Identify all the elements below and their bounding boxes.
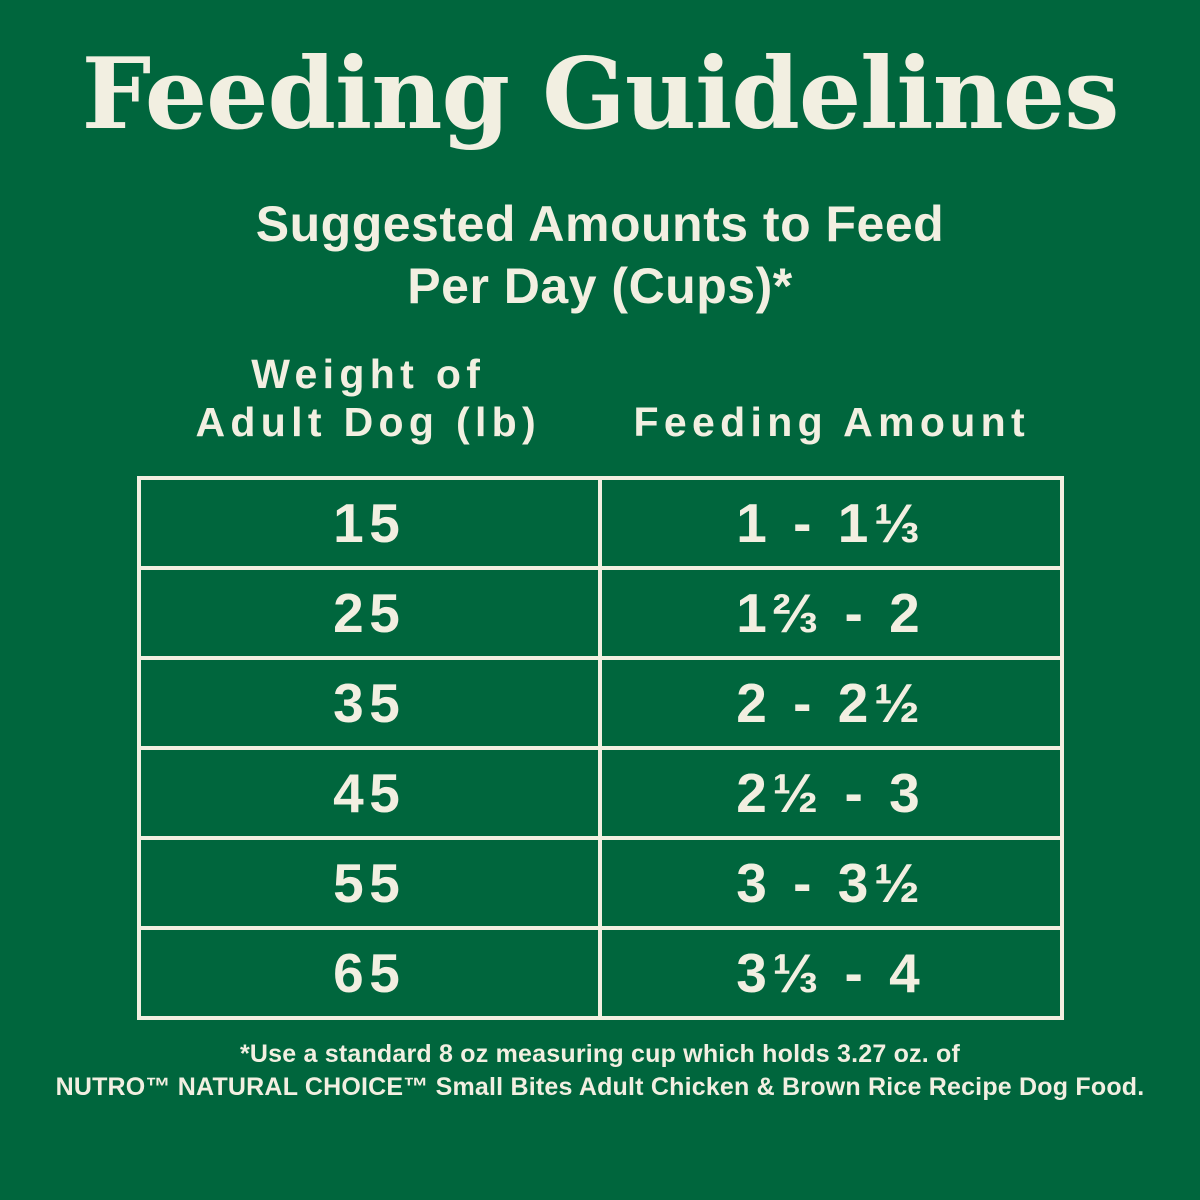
subtitle-line-2: Per Day (Cups)* <box>407 257 793 314</box>
amount-cell: 1 - 1⅓ <box>598 476 1064 571</box>
table-row: 45 2½ - 3 <box>136 746 1064 841</box>
page-title: Feeding Guidelines <box>81 37 1120 152</box>
amount-cell: 2 - 2½ <box>598 656 1064 751</box>
weight-cell: 15 <box>136 476 602 571</box>
footnote-line-1: *Use a standard 8 oz measuring cup which… <box>239 1040 961 1069</box>
weight-cell: 55 <box>136 836 602 931</box>
column-header-feeding-amount-label: Feeding Amount <box>633 398 1030 445</box>
weight-cell: 45 <box>136 746 602 841</box>
subtitle-line-1: Suggested Amounts to Feed <box>255 195 945 252</box>
column-headers: Weight of Adult Dog (lb) Feeding Amount <box>137 351 1064 446</box>
column-header-weight-line-2: Adult Dog (lb) <box>195 398 542 445</box>
amount-cell: 1⅔ - 2 <box>598 566 1064 661</box>
amount-cell: 3⅓ - 4 <box>598 926 1064 1021</box>
column-header-feeding-amount: Feeding Amount <box>600 399 1064 447</box>
feeding-table: 15 1 - 1⅓ 25 1⅔ - 2 35 2 - 2½ 45 2½ - 3 55 3 - 3½… <box>136 476 1064 1021</box>
table-row: 55 3 - 3½ <box>136 836 1064 931</box>
table-row: 65 3⅓ - 4 <box>136 926 1064 1021</box>
weight-cell: 25 <box>136 566 602 661</box>
footnote-line-2: NUTRO™ NATURAL CHOICE™ Small Bites Adult… <box>55 1072 1145 1101</box>
column-header-weight: Weight of Adult Dog (lb) <box>137 351 601 446</box>
table-area: Weight of Adult Dog (lb) Feeding Amount … <box>136 351 1064 1021</box>
table-row: 25 1⅔ - 2 <box>136 566 1064 661</box>
feeding-table-body: 15 1 - 1⅓ 25 1⅔ - 2 35 2 - 2½ 45 2½ - 3 55 3 - 3½… <box>136 476 1064 1021</box>
table-row: 35 2 - 2½ <box>136 656 1064 751</box>
footnote: *Use a standard 8 oz measuring cup which… <box>0 1038 1200 1103</box>
table-row: 15 1 - 1⅓ <box>136 476 1064 571</box>
weight-cell: 35 <box>136 656 602 751</box>
subtitle: Suggested Amounts to Feed Per Day (Cups)… <box>0 193 1200 317</box>
column-header-weight-line-1: Weight of <box>251 350 486 397</box>
amount-cell: 3 - 3½ <box>598 836 1064 931</box>
weight-cell: 65 <box>136 926 602 1021</box>
amount-cell: 2½ - 3 <box>598 746 1064 841</box>
